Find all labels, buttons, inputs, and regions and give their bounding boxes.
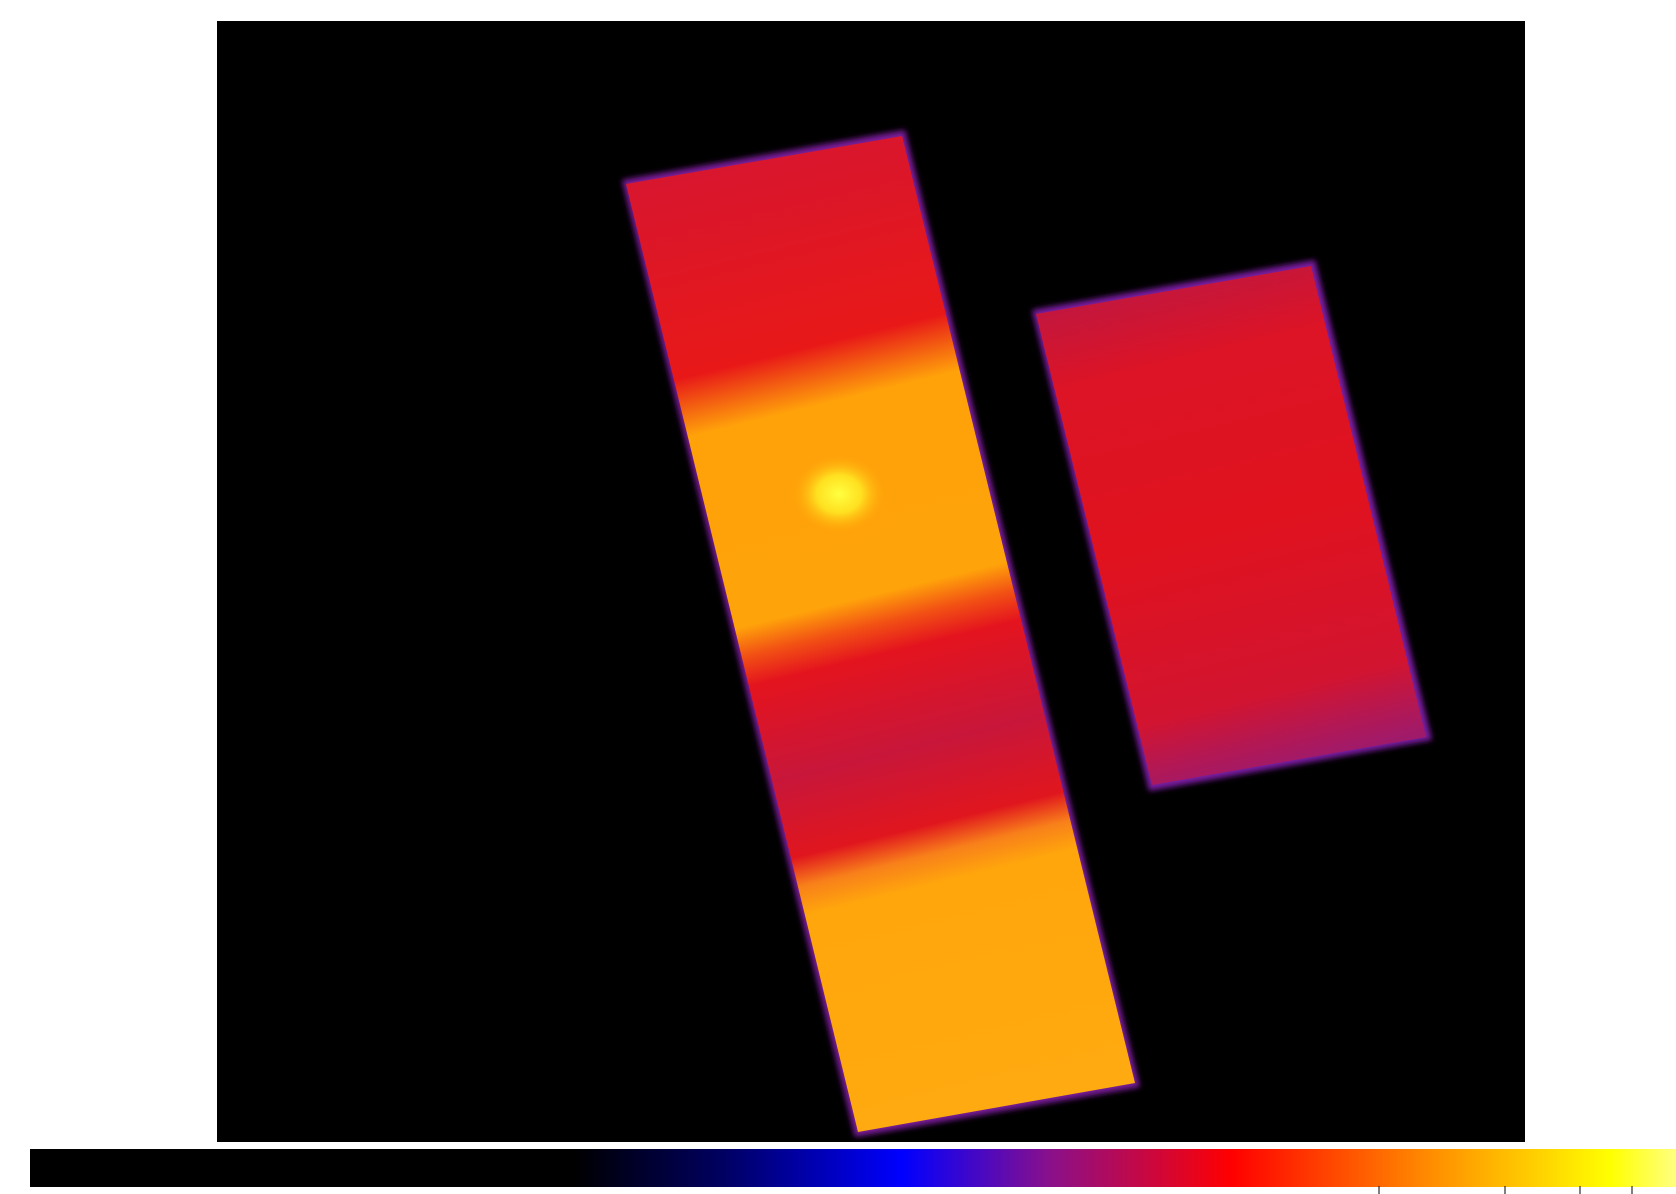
colorbar-ticks <box>1378 1186 1633 1194</box>
colorbar <box>30 1149 1676 1187</box>
exposure-strip <box>626 136 1135 1132</box>
exposure-strip <box>1036 266 1426 785</box>
bright-source <box>794 456 884 532</box>
